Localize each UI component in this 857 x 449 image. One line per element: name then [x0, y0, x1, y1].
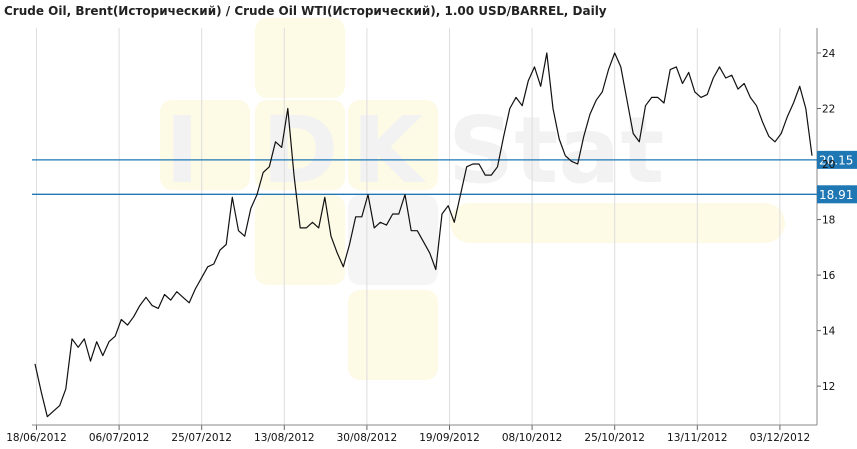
y-tick-label: 16 [822, 270, 836, 282]
svg-text:I: I [165, 97, 199, 204]
y-tick-label: 24 [822, 48, 836, 60]
level-label-box [817, 150, 857, 169]
x-tick-label: 19/09/2012 [419, 432, 480, 444]
chart-title: Crude Oil, Brent(Исторический) / Crude O… [4, 4, 607, 18]
series-line [34, 52, 813, 418]
level-label: 18.91 [819, 188, 853, 202]
x-tick-label: 13/08/2012 [254, 432, 315, 444]
x-tick-label: 03/12/2012 [750, 432, 811, 444]
x-tick-label: 06/07/2012 [89, 432, 150, 444]
level-label-box [817, 185, 857, 204]
svg-text:K: K [352, 97, 427, 204]
grid [36, 28, 781, 425]
y-tick-label: 14 [822, 326, 836, 338]
tick-labels: 18/06/2012 06/07/2012 25/07/2012 13/08/2012… [6, 48, 835, 444]
level-lines: 20.15 18.91 [32, 150, 857, 204]
x-tick-label: 25/07/2012 [171, 432, 232, 444]
idkstat-watermark: I D K Stat [160, 18, 785, 380]
svg-text:D: D [262, 97, 338, 204]
y-tick-label: 18 [822, 215, 835, 227]
series [34, 52, 813, 418]
svg-text:Stat: Stat [448, 97, 664, 204]
x-tick-label: 08/10/2012 [502, 432, 563, 444]
y-tick-label: 20 [822, 159, 835, 171]
x-tick-label: 18/06/2012 [6, 432, 67, 444]
level-label: 20.15 [819, 153, 853, 167]
x-tick-label: 30/08/2012 [337, 432, 398, 444]
y-tick-label: 12 [822, 381, 835, 393]
axes [32, 28, 821, 430]
y-tick-label: 22 [822, 104, 835, 116]
x-tick-label: 13/11/2012 [667, 432, 728, 444]
x-tick-label: 25/10/2012 [584, 432, 645, 444]
